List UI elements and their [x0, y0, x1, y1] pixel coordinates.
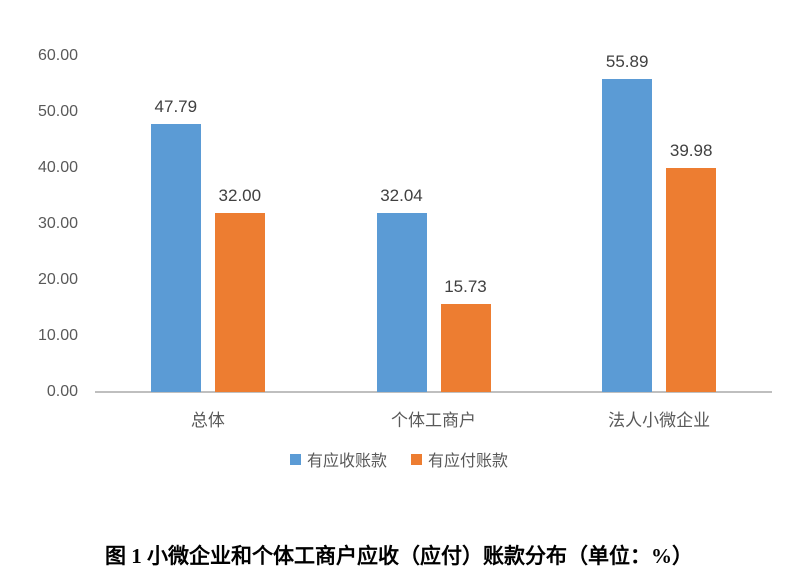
figure-caption: 图 1 小微企业和个体工商户应收（应付）账款分布（单位：%）: [105, 544, 693, 568]
legend-label: 有应付账款: [428, 453, 509, 470]
bar-payable: [440, 304, 491, 392]
y-tick-label: 10.00: [37, 327, 78, 344]
y-tick-label: 40.00: [37, 159, 78, 176]
bar-payable: [666, 168, 717, 392]
y-tick-label: 30.00: [37, 215, 78, 232]
bar-value-label: 47.79: [154, 97, 198, 116]
y-tick-label: 0.00: [46, 383, 78, 400]
legend-swatch-icon: [289, 453, 301, 465]
legend-label: 有应收账款: [306, 453, 387, 470]
category-label: 总体: [190, 411, 225, 430]
x-axis-line: [95, 391, 772, 393]
bar-receivable: [150, 124, 201, 392]
legend: 有应收账款 有应付账款: [0, 447, 798, 471]
bar-value-label: 15.73: [444, 277, 487, 296]
y-tick-label: 50.00: [37, 103, 78, 120]
legend-item: 有应付账款: [411, 447, 508, 471]
legend-item: 有应收账款: [289, 447, 387, 471]
bar-receivable: [376, 213, 427, 392]
bar-payable: [214, 213, 265, 392]
bar-value-label: 55.89: [605, 52, 649, 71]
bar-value-label: 39.98: [669, 141, 713, 160]
bar-value-label: 32.00: [218, 186, 262, 205]
y-tick-label: 60.00: [37, 47, 78, 64]
legend-swatch-icon: [411, 453, 422, 465]
bar-receivable: [602, 79, 653, 392]
bar-value-label: 32.04: [380, 186, 423, 205]
y-tick-label: 20.00: [37, 271, 78, 288]
category-label: 个体工商户: [390, 411, 476, 430]
category-label: 法人小微企业: [608, 411, 711, 430]
